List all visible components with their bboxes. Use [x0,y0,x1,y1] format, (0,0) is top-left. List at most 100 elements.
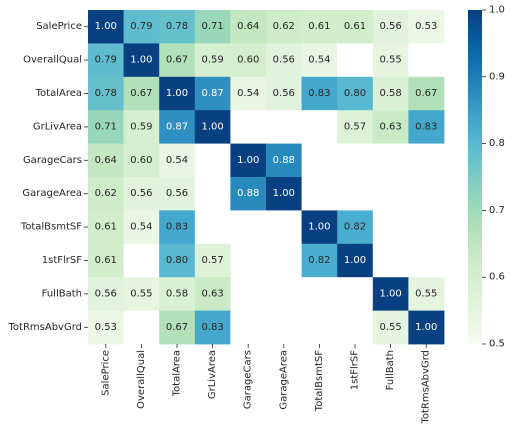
heatmap-cell-empty-garagearea-grlivarea [194,177,231,211]
cell-value-label: 1.00 [95,21,117,32]
heatmap-cell-garagecars-overallqual [123,143,160,178]
cell-value-label: 1.00 [415,322,437,333]
row-label-overallqual: OverallQual [23,55,82,66]
row-label-saleprice: SalePrice [36,21,82,32]
heatmap-cell-overallqual-totalbsmtsf [301,43,338,78]
heatmap-cell-grlivarea-saleprice [88,110,124,144]
cell-value-label: 0.58 [166,288,188,299]
cell-value-label: 0.55 [379,55,401,66]
heatmap-cell-grlivarea-totrmsabvgrd [408,110,445,144]
column-label-overallqual: OverallQual [136,350,147,409]
heatmap-cell-grlivarea-totalarea [159,110,196,144]
cell-value-label: 1.00 [130,55,152,66]
cell-value-label: 1.00 [237,155,259,166]
column-labels: SalePrice OverallQual TotalArea GrLivArea Ga… [100,344,432,424]
cell-value-label: 0.55 [130,288,152,299]
heatmap-cell-empty-1stflrsf-overallqual [123,243,160,278]
heatmap-cell-empty-garagearea-totrmsabvgrd [408,177,445,211]
heatmap-cell-totrmsabvgrd-totrmsabvgrd [408,310,445,345]
heatmap-cell-garagecars-garagecars [230,143,267,178]
heatmap-cell-empty-totrmsabvgrd-totalbsmtsf [301,310,338,345]
heatmap-cell-saleprice-totalbsmtsf [301,10,338,44]
heatmap-cell-empty-garagecars-fullbath [372,143,409,178]
cell-value-label: 0.79 [130,21,152,32]
heatmap-cell-1stflrsf-1stflrsf [337,243,374,278]
heatmap-cell-empty-totalbsmtsf-totrmsabvgrd [408,210,445,245]
cell-value-label: 0.56 [95,288,117,299]
cell-value-label: 1.00 [166,88,188,99]
heatmap-cell-empty-1stflrsf-totrmsabvgrd [408,243,445,278]
colorbar-tick-label: 0.8 [489,138,505,149]
heatmap-cell-empty-fullbath-garagecars [230,277,267,311]
heatmap-cell-empty-totalbsmtsf-fullbath [372,210,409,245]
heatmap-cell-garagecars-garagearea [266,143,302,178]
cell-value-label: 0.57 [344,121,366,132]
cell-value-label: 0.54 [237,88,259,99]
heatmap-cell-saleprice-overallqual [123,10,160,44]
cell-value-label: 0.67 [166,322,188,333]
cell-value-label: 0.71 [201,21,223,32]
cell-value-label: 0.53 [95,322,117,333]
heatmap-cell-garagearea-saleprice [88,177,124,211]
heatmap-cell-empty-grlivarea-totalbsmtsf [301,110,338,144]
cell-value-label: 0.57 [201,255,223,266]
cell-value-label: 0.67 [166,55,188,66]
cell-value-label: 0.83 [415,121,437,132]
heatmap-cell-totalbsmtsf-totalarea [159,210,196,245]
cell-value-label: 0.56 [273,88,295,99]
heatmap-cell-fullbath-totrmsabvgrd [408,277,445,311]
heatmap-cell-empty-garagecars-grlivarea [194,143,231,178]
cell-value-label: 1.00 [273,188,295,199]
heatmap-cell-fullbath-overallqual [123,277,160,311]
column-label-totrmsabvgrd: TotRmsAbvGrd [421,350,432,424]
column-label-fullbath: FullBath [385,350,396,390]
heatmap-cell-overallqual-garagecars [230,43,267,78]
heatmap-cell-1stflrsf-grlivarea [194,243,231,278]
colorbar-tick-label: 0.9 [489,71,505,82]
heatmap-cell-totrmsabvgrd-totalarea [159,310,196,345]
heatmap-cell-empty-garagecars-totalbsmtsf [301,143,338,178]
cell-value-label: 0.56 [273,55,295,66]
cell-value-label: 0.62 [95,188,117,199]
heatmap-cell-fullbath-grlivarea [194,277,231,311]
heatmap-cell-empty-garagecars-1stflrsf [337,143,374,178]
heatmap-cell-overallqual-fullbath [372,43,409,78]
heatmap-cell-grlivarea-1stflrsf [337,110,374,144]
cell-value-label: 0.63 [379,121,401,132]
cell-value-label: 0.54 [166,155,188,166]
cell-value-label: 0.59 [130,121,152,132]
cell-value-label: 0.54 [308,55,330,66]
colorbar-tick-label: 1.0 [489,5,505,16]
colorbar-tick-label: 0.7 [489,205,505,216]
row-labels: SalePrice OverallQual TotalArea GrLivArea Ga… [8,21,88,333]
cell-value-label: 0.60 [130,155,152,166]
heatmap-cell-totrmsabvgrd-grlivarea [194,310,231,345]
heatmap-cell-totalbsmtsf-1stflrsf [337,210,374,245]
heatmap-cell-empty-grlivarea-garagearea [266,110,302,144]
cell-value-label: 0.71 [95,121,117,132]
heatmap-cell-totalarea-totalarea [159,76,196,111]
heatmap-cell-garagearea-garagecars [230,177,267,211]
heatmap-cell-totalbsmtsf-totalbsmtsf [301,210,338,245]
heatmap-cells: 1.00 0.79 0.78 0.71 0.64 0.62 0.61 0.61 0.56 0.53… [88,10,445,345]
cell-value-label: 0.55 [379,322,401,333]
column-label-1stflrsf: 1stFlrSF [350,350,361,390]
cell-value-label: 0.82 [344,222,366,233]
cell-value-label: 0.88 [237,188,259,199]
cell-value-label: 1.00 [308,222,330,233]
cell-value-label: 0.78 [95,88,117,99]
heatmap-cell-fullbath-totalarea [159,277,196,311]
heatmap-cell-empty-garagearea-1stflrsf [337,177,374,211]
cell-value-label: 0.88 [273,155,295,166]
heatmap-cell-saleprice-garagecars [230,10,267,44]
column-label-saleprice: SalePrice [100,350,111,396]
heatmap-cell-empty-overallqual-1stflrsf [337,43,374,78]
cell-value-label: 1.00 [201,121,223,132]
heatmap-cell-grlivarea-grlivarea [194,110,231,144]
heatmap-cell-grlivarea-overallqual [123,110,160,144]
cell-value-label: 0.83 [166,222,188,233]
heatmap-cell-garagearea-garagearea [266,177,302,211]
cell-value-label: 0.83 [308,88,330,99]
heatmap-cell-empty-1stflrsf-garagearea [266,243,302,278]
heatmap-cell-empty-garagearea-fullbath [372,177,409,211]
